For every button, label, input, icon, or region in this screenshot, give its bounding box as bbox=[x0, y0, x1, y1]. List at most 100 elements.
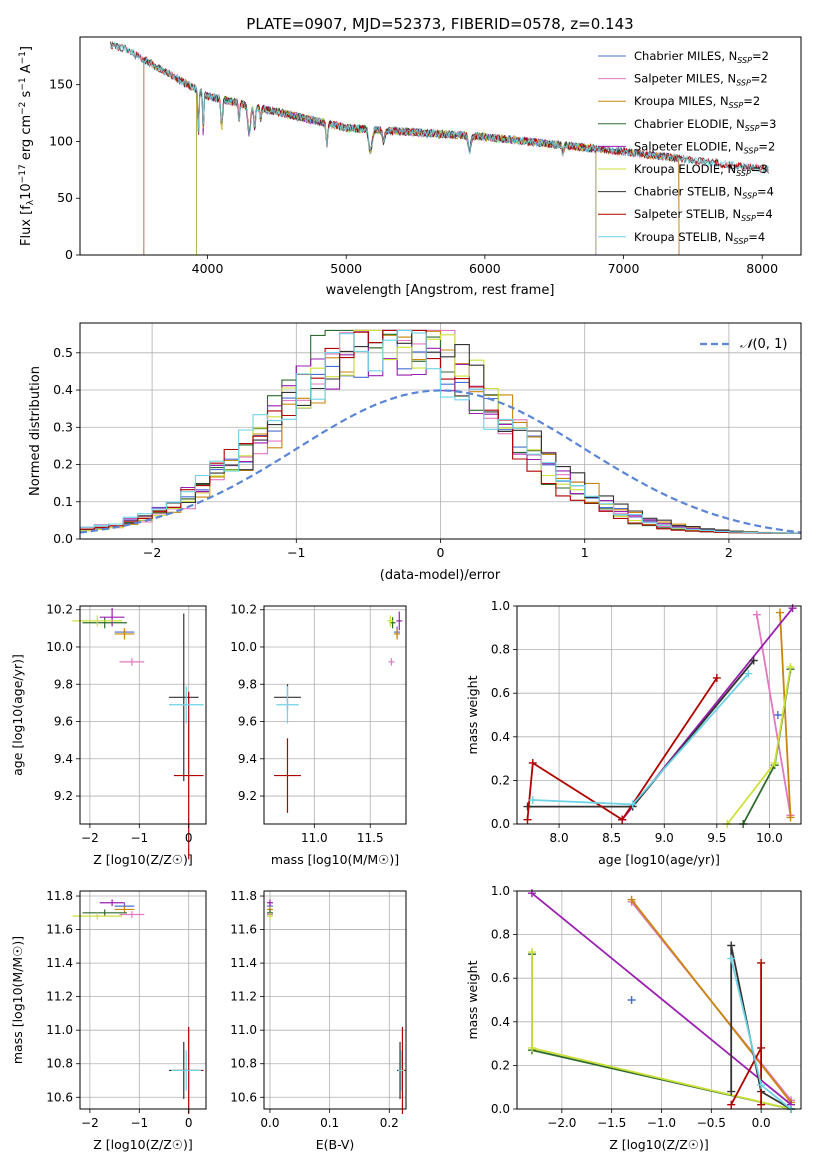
legend-entry-suffix: =4 bbox=[756, 207, 773, 221]
spectrum-ylabel-part: 10 bbox=[19, 183, 34, 200]
y-tick-label: 11.8 bbox=[230, 889, 257, 903]
y-tick-label: 0 bbox=[65, 247, 73, 262]
weight-point-marker bbox=[627, 895, 636, 904]
weight-point-marker bbox=[757, 1081, 766, 1090]
legend-entry-name: Salpeter STELIB, N bbox=[634, 207, 741, 221]
y-tick-label: 0.0 bbox=[53, 531, 73, 546]
spectrum-ylabel-part: −2 bbox=[18, 102, 28, 115]
spectrum-ylabel-part: A bbox=[19, 64, 34, 77]
y-tick-label: 50 bbox=[57, 190, 73, 205]
panel-frame bbox=[263, 605, 407, 825]
panel-grid bbox=[80, 891, 206, 1109]
legend-entry-suffix: =2 bbox=[758, 139, 775, 153]
panel-frame bbox=[516, 605, 802, 825]
weight-point-marker bbox=[618, 815, 627, 824]
legend-entry-sub: SSP bbox=[734, 237, 749, 246]
weight-point-marker bbox=[628, 800, 637, 809]
panel-xlabel: Z [log10(Z/Z☉)] bbox=[93, 1137, 193, 1152]
errorbar-point bbox=[168, 613, 199, 782]
x-tick-label: 9.0 bbox=[655, 831, 674, 845]
x-tick-label: −0.5 bbox=[697, 1116, 726, 1130]
errorbar-point bbox=[72, 912, 122, 920]
x-tick-label: 0.2 bbox=[380, 1116, 399, 1130]
legend-entry-label: Chabrier MILES, NSSP=2 bbox=[634, 49, 769, 65]
legend-entry-sub: SSP bbox=[736, 79, 751, 88]
panel-plot-area bbox=[266, 899, 406, 1115]
weight-series bbox=[727, 958, 766, 1109]
weight-point-marker bbox=[528, 758, 537, 767]
errorbar-point bbox=[398, 1050, 405, 1091]
spectrum-ylabel-part: Flux [f bbox=[19, 205, 34, 246]
spectrum-panel: PLATE=0907, MJD=52373, FIBERID=0578, z=0… bbox=[18, 15, 802, 298]
y-tick-label: 10.0 bbox=[230, 640, 257, 654]
spectrum-title: PLATE=0907, MJD=52373, FIBERID=0578, z=0… bbox=[246, 15, 633, 33]
x-tick-label: 8.0 bbox=[550, 831, 569, 845]
y-tick-label: 11.2 bbox=[46, 990, 73, 1004]
y-tick-label: 0.2 bbox=[53, 457, 73, 472]
x-tick-label: 4000 bbox=[192, 261, 224, 276]
errorbar-point bbox=[119, 658, 145, 666]
weight-point-marker bbox=[523, 815, 532, 824]
spectrum-series-line bbox=[110, 40, 769, 174]
x-tick-label: 7000 bbox=[608, 261, 640, 276]
legend-entry-name: Salpeter MILES, N bbox=[634, 72, 736, 86]
legend-entry-sub: SSP bbox=[741, 214, 756, 223]
weight-point-marker bbox=[757, 958, 766, 967]
y-tick-label: 11.4 bbox=[230, 956, 257, 970]
x-tick-label: 0 bbox=[437, 545, 445, 560]
weight-series bbox=[523, 673, 721, 824]
panel-xlabel: age [log10(age/yr)] bbox=[598, 852, 720, 867]
weight-point-marker bbox=[727, 941, 736, 950]
y-tick-label: 100 bbox=[49, 133, 73, 148]
residuals-ylabel: Normed distribution bbox=[28, 366, 43, 496]
weight-point-marker bbox=[775, 608, 784, 617]
y-tick-label: 0.1 bbox=[53, 494, 73, 509]
legend-entry-name: Kroupa STELIB, N bbox=[634, 230, 734, 244]
weight-series bbox=[773, 711, 782, 719]
x-tick-label: 2 bbox=[725, 545, 733, 560]
panel-ylabel: age [log10(age/yr)] bbox=[10, 654, 25, 776]
y-tick-label: 10.8 bbox=[46, 1057, 73, 1071]
weight-point-marker bbox=[528, 796, 537, 805]
y-tick-label: 1.0 bbox=[491, 884, 510, 898]
errorbar-point bbox=[114, 906, 135, 913]
y-tick-label: 9.2 bbox=[238, 789, 257, 803]
spectrum-axes: 4000 5000 6000 7000 8000 0 50 100 150 bbox=[49, 77, 778, 276]
errorbar-point bbox=[266, 899, 273, 907]
legend-entry-sub: SSP bbox=[742, 192, 757, 201]
x-tick-label: 10.0 bbox=[756, 831, 783, 845]
spectrum-plot-area bbox=[110, 40, 769, 256]
errorbar-point bbox=[99, 899, 125, 907]
weight-point-marker bbox=[744, 669, 753, 678]
legend-entry-label: Salpeter ELODIE, NSSP=2 bbox=[634, 139, 775, 155]
spectrum-ylabel-part: −1 bbox=[18, 51, 28, 64]
weight-point-marker bbox=[752, 610, 761, 619]
residuals-panel: −2 −1 0 1 2 0.0 0.1 0.2 0.3 0.4 0.5 (data-model)/e… bbox=[28, 322, 802, 583]
weight-point-marker bbox=[712, 673, 721, 682]
weight-series-line bbox=[630, 899, 792, 1104]
legend-entry-sub: SSP bbox=[744, 146, 759, 155]
weight-point-marker bbox=[773, 711, 782, 719]
panel-ylabel: mass weight bbox=[465, 960, 480, 1039]
x-tick-label: −1.0 bbox=[647, 1116, 676, 1130]
panel-grid bbox=[264, 891, 406, 1109]
y-tick-label: 10.2 bbox=[230, 603, 257, 617]
y-tick-label: 11.2 bbox=[230, 990, 257, 1004]
y-tick-label: 0.3 bbox=[53, 419, 73, 434]
errorbar-point bbox=[173, 691, 204, 860]
panel-plot-area bbox=[527, 889, 796, 1113]
errorbar-point bbox=[396, 611, 403, 631]
weight-point-marker bbox=[786, 663, 795, 672]
errorbar-point bbox=[276, 686, 299, 724]
legend-entry-name: Chabrier ELODIE, N bbox=[634, 117, 745, 131]
y-tick-label: 9.4 bbox=[54, 752, 73, 766]
weight-point-marker bbox=[757, 1043, 766, 1052]
y-tick-label: 10.6 bbox=[230, 1090, 257, 1104]
legend-entry-suffix: =3 bbox=[751, 162, 768, 176]
legend-entry-sub: SSP bbox=[736, 169, 751, 178]
weight-point-marker bbox=[527, 948, 536, 957]
legend-entry-label: Salpeter STELIB, NSSP=4 bbox=[634, 207, 773, 223]
y-tick-label: 0.4 bbox=[491, 1015, 510, 1029]
errorbar-point bbox=[168, 686, 204, 724]
